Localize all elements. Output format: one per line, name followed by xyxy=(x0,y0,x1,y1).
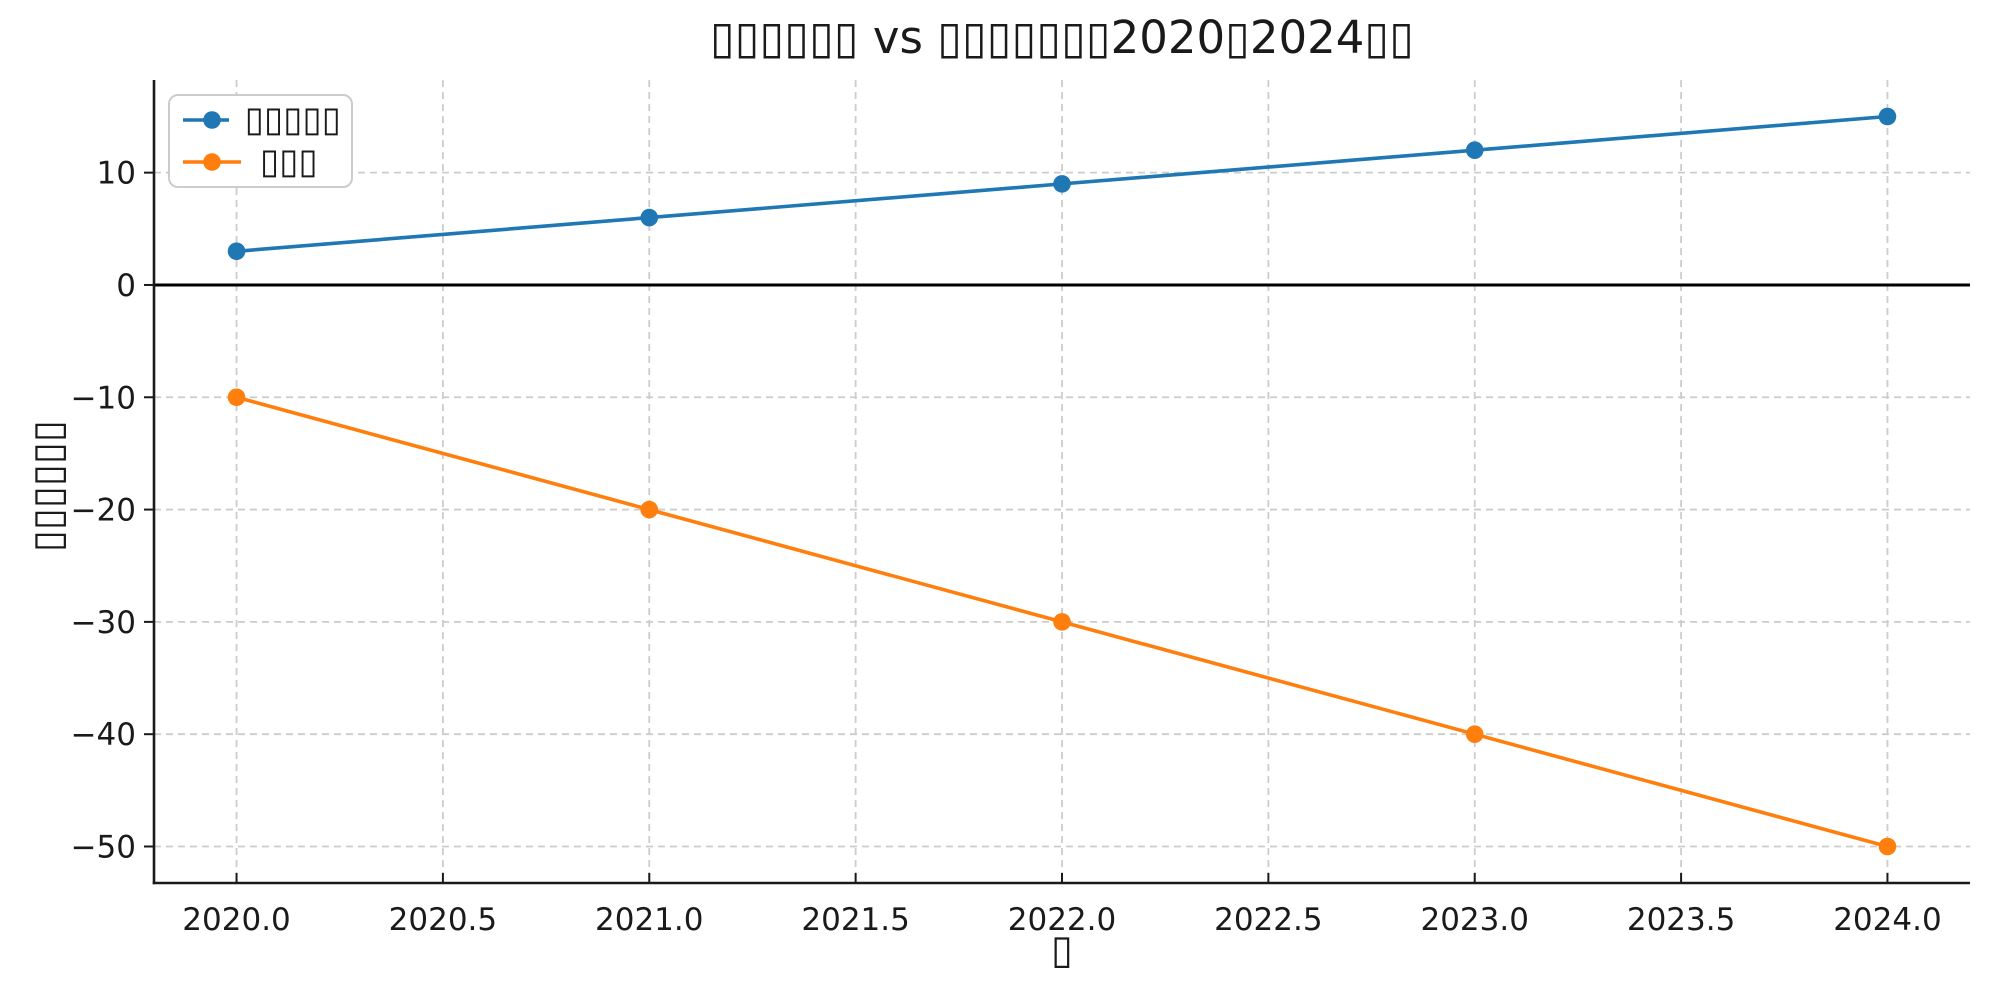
y-axis-label: ▯▯▯▯▯▯ xyxy=(25,419,71,553)
svg-text:2021.0: 2021.0 xyxy=(595,902,703,938)
svg-text:−30: −30 xyxy=(71,605,136,641)
chart-title: ▯▯▯▯▯▯ vs ▯▯▯▯▯▯▯2020▯2024▯▯ xyxy=(710,11,1414,64)
svg-text:−50: −50 xyxy=(71,830,136,866)
legend-item-series-1: ▯▯▯ xyxy=(180,141,341,182)
line-marker-icon xyxy=(183,111,229,129)
svg-text:2023.0: 2023.0 xyxy=(1420,902,1528,938)
svg-text:−10: −10 xyxy=(71,380,136,416)
legend: ▯▯▯▯▯ ▯▯▯ xyxy=(168,94,353,188)
x-axis-label: ▯ xyxy=(1050,927,1073,973)
svg-text:2020.0: 2020.0 xyxy=(182,902,290,938)
svg-text:2023.5: 2023.5 xyxy=(1627,902,1735,938)
line-marker-icon xyxy=(183,153,241,171)
svg-text:2020.5: 2020.5 xyxy=(389,902,497,938)
svg-text:−20: −20 xyxy=(71,493,136,529)
svg-text:0: 0 xyxy=(116,268,136,304)
legend-item-series-0: ▯▯▯▯▯ xyxy=(180,99,341,140)
svg-text:−40: −40 xyxy=(71,717,136,753)
svg-text:2022.5: 2022.5 xyxy=(1214,902,1322,938)
legend-label: ▯▯▯ xyxy=(260,141,318,182)
svg-text:10: 10 xyxy=(97,156,136,192)
svg-text:2022.0: 2022.0 xyxy=(1008,902,1116,938)
svg-text:2021.5: 2021.5 xyxy=(801,902,909,938)
legend-label: ▯▯▯▯▯ xyxy=(244,99,341,140)
svg-text:2024.0: 2024.0 xyxy=(1833,902,1941,938)
